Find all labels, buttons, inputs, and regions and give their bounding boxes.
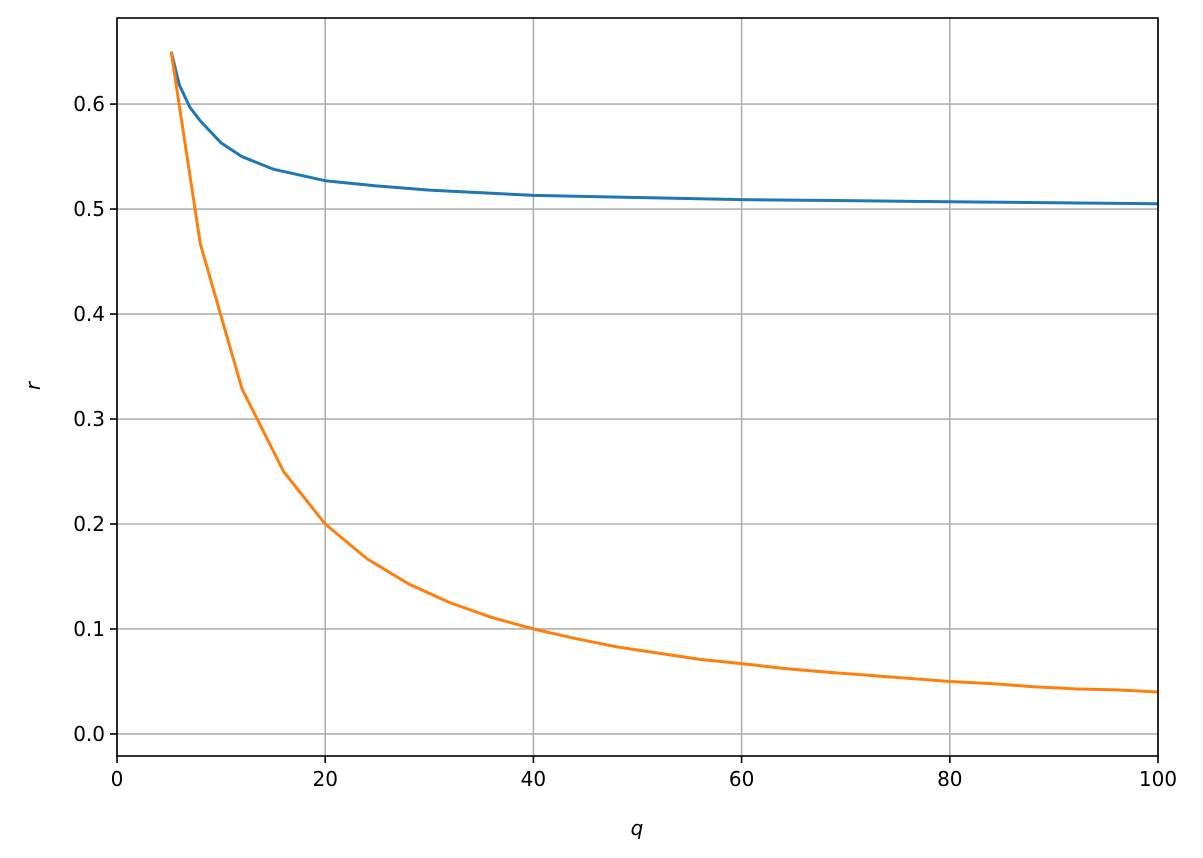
- y-axis-label: r: [21, 380, 45, 390]
- y-tick-label: 0.4: [73, 302, 105, 326]
- line: [169, 51, 1159, 694]
- line: [169, 51, 1159, 206]
- x-tick-label: 100: [1139, 767, 1177, 791]
- x-tick-label: 0: [111, 767, 124, 791]
- y-tick-label: 0.2: [73, 512, 105, 536]
- x-tick-label: 80: [937, 767, 962, 791]
- y-tick-label: 0.6: [73, 92, 105, 116]
- x-tick-label: 60: [729, 767, 754, 791]
- plot-frame: [116, 17, 1159, 757]
- y-tick-label: 0.1: [73, 617, 105, 641]
- y-tick-label: 0.3: [73, 407, 105, 431]
- x-tick-label: 20: [312, 767, 337, 791]
- y-tick-label: 0.0: [73, 722, 105, 746]
- x-axis-label: q: [631, 816, 644, 840]
- y-tick-label: 0.5: [73, 197, 105, 221]
- x-tick-label: 40: [521, 767, 546, 791]
